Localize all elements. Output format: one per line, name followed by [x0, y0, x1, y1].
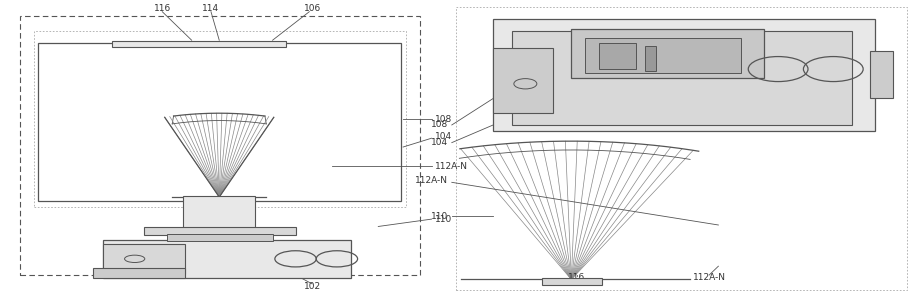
Text: 110: 110 [435, 215, 453, 224]
Text: 116: 116 [154, 4, 171, 13]
Bar [644, 45, 656, 70]
Bar [38, 42, 401, 201]
Bar [102, 240, 350, 278]
Text: 116: 116 [568, 274, 585, 282]
Text: 108: 108 [431, 121, 448, 129]
Bar [183, 196, 255, 241]
Bar [112, 40, 287, 47]
Text: 112A-N: 112A-N [435, 162, 468, 171]
Text: 110: 110 [431, 212, 448, 221]
Text: 108: 108 [435, 115, 453, 124]
Bar [585, 38, 741, 73]
Bar [572, 29, 764, 78]
Text: 104: 104 [431, 138, 448, 147]
Bar [493, 48, 553, 113]
Bar [512, 31, 852, 125]
Bar [493, 19, 875, 131]
Text: 112A-N: 112A-N [692, 274, 726, 282]
Bar [33, 31, 406, 207]
Text: 106: 106 [303, 4, 321, 13]
Text: 102: 102 [303, 282, 321, 291]
Text: 114: 114 [203, 4, 219, 13]
Text: 112A-N: 112A-N [415, 176, 448, 185]
Bar [167, 234, 273, 241]
Bar [19, 16, 420, 275]
Bar [870, 51, 893, 99]
Bar [599, 42, 635, 69]
Text: 104: 104 [435, 132, 453, 141]
Bar [93, 268, 185, 278]
Bar [456, 7, 907, 290]
Bar [144, 227, 296, 235]
Bar [542, 278, 602, 285]
Bar [102, 244, 185, 274]
